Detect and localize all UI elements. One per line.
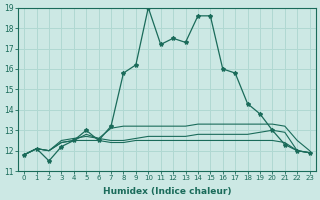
X-axis label: Humidex (Indice chaleur): Humidex (Indice chaleur) bbox=[103, 187, 231, 196]
